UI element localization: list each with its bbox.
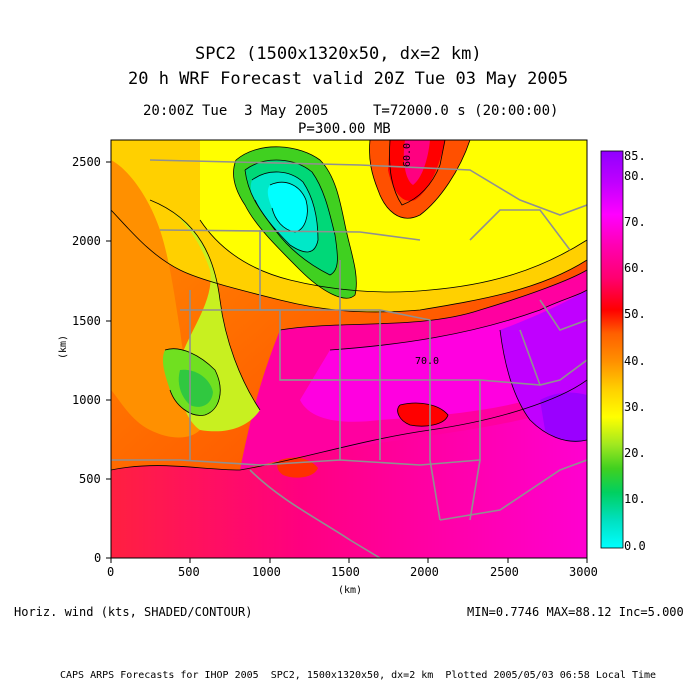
pressure-level: P=300.00 MB (298, 121, 391, 137)
y-tick-label: 1500 (72, 314, 101, 328)
x-tick-label: 3000 (569, 565, 598, 579)
x-tick-label: 0 (107, 565, 115, 579)
y-axis-label: (km) (58, 334, 70, 360)
y-tick-label: 0 (94, 551, 102, 565)
colorbar-label: 80. (624, 169, 646, 183)
title-line-1: SPC2 (1500x1320x50, dx=2 km) (195, 44, 482, 64)
colorbar-label: 70. (624, 215, 646, 229)
x-tick-label: 1000 (252, 565, 281, 579)
model-time: T=72000.0 s (20:00:00) (373, 103, 559, 119)
y-tick-label: 2000 (72, 234, 101, 248)
x-axis-label: (km) (338, 585, 363, 596)
x-tick-label: 1500 (331, 565, 360, 579)
x-tick-label: 2000 (410, 565, 439, 579)
field-label: Horiz. wind (kts, SHADED/CONTOUR) (14, 605, 253, 619)
x-tick-label: 500 (178, 565, 200, 579)
colorbar-label: 0.0 (624, 539, 646, 553)
colorbar-label: 50. (624, 307, 646, 321)
contour-label: 70.0 (415, 356, 440, 367)
colorbar (601, 151, 623, 548)
footer-caption: CAPS ARPS Forecasts for IHOP 2005 SPC2, … (60, 670, 657, 681)
colorbar-label: 60. (624, 261, 646, 275)
colorbar-label: 10. (624, 492, 646, 506)
colorbar-label: 20. (624, 446, 646, 460)
colorbar-label: 30. (624, 400, 646, 414)
axis-ticks (106, 161, 588, 563)
y-tick-label: 1000 (72, 393, 101, 407)
x-tick-label: 2500 (490, 565, 519, 579)
y-tick-label: 2500 (72, 155, 101, 169)
valid-time: 20:00Z Tue 3 May 2005 (143, 103, 329, 119)
colorbar-label: 85. (624, 149, 646, 163)
title-line-2: 20 h WRF Forecast valid 20Z Tue 03 May 2… (128, 69, 569, 89)
wind-shading (111, 140, 587, 558)
state-boundaries (111, 159, 587, 558)
min-max-stats: MIN=0.7746 MAX=88.12 Inc=5.000 (467, 605, 684, 619)
colorbar-label: 40. (624, 354, 646, 368)
y-tick-label: 500 (79, 472, 101, 486)
contour-label: 60.0 (402, 142, 414, 168)
